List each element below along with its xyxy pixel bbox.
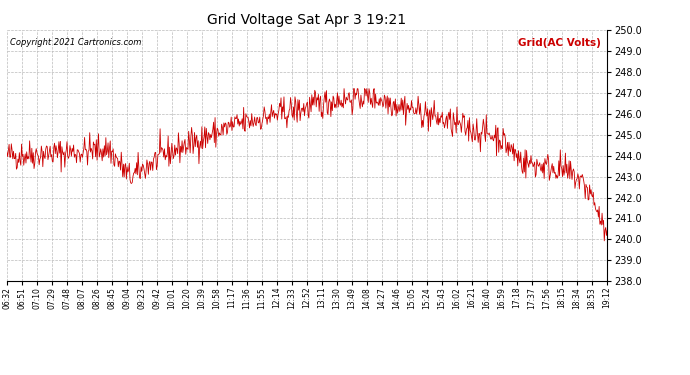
Title: Grid Voltage Sat Apr 3 19:21: Grid Voltage Sat Apr 3 19:21 (208, 13, 406, 27)
Text: Copyright 2021 Cartronics.com: Copyright 2021 Cartronics.com (10, 38, 141, 46)
Text: Grid(AC Volts): Grid(AC Volts) (518, 38, 601, 48)
